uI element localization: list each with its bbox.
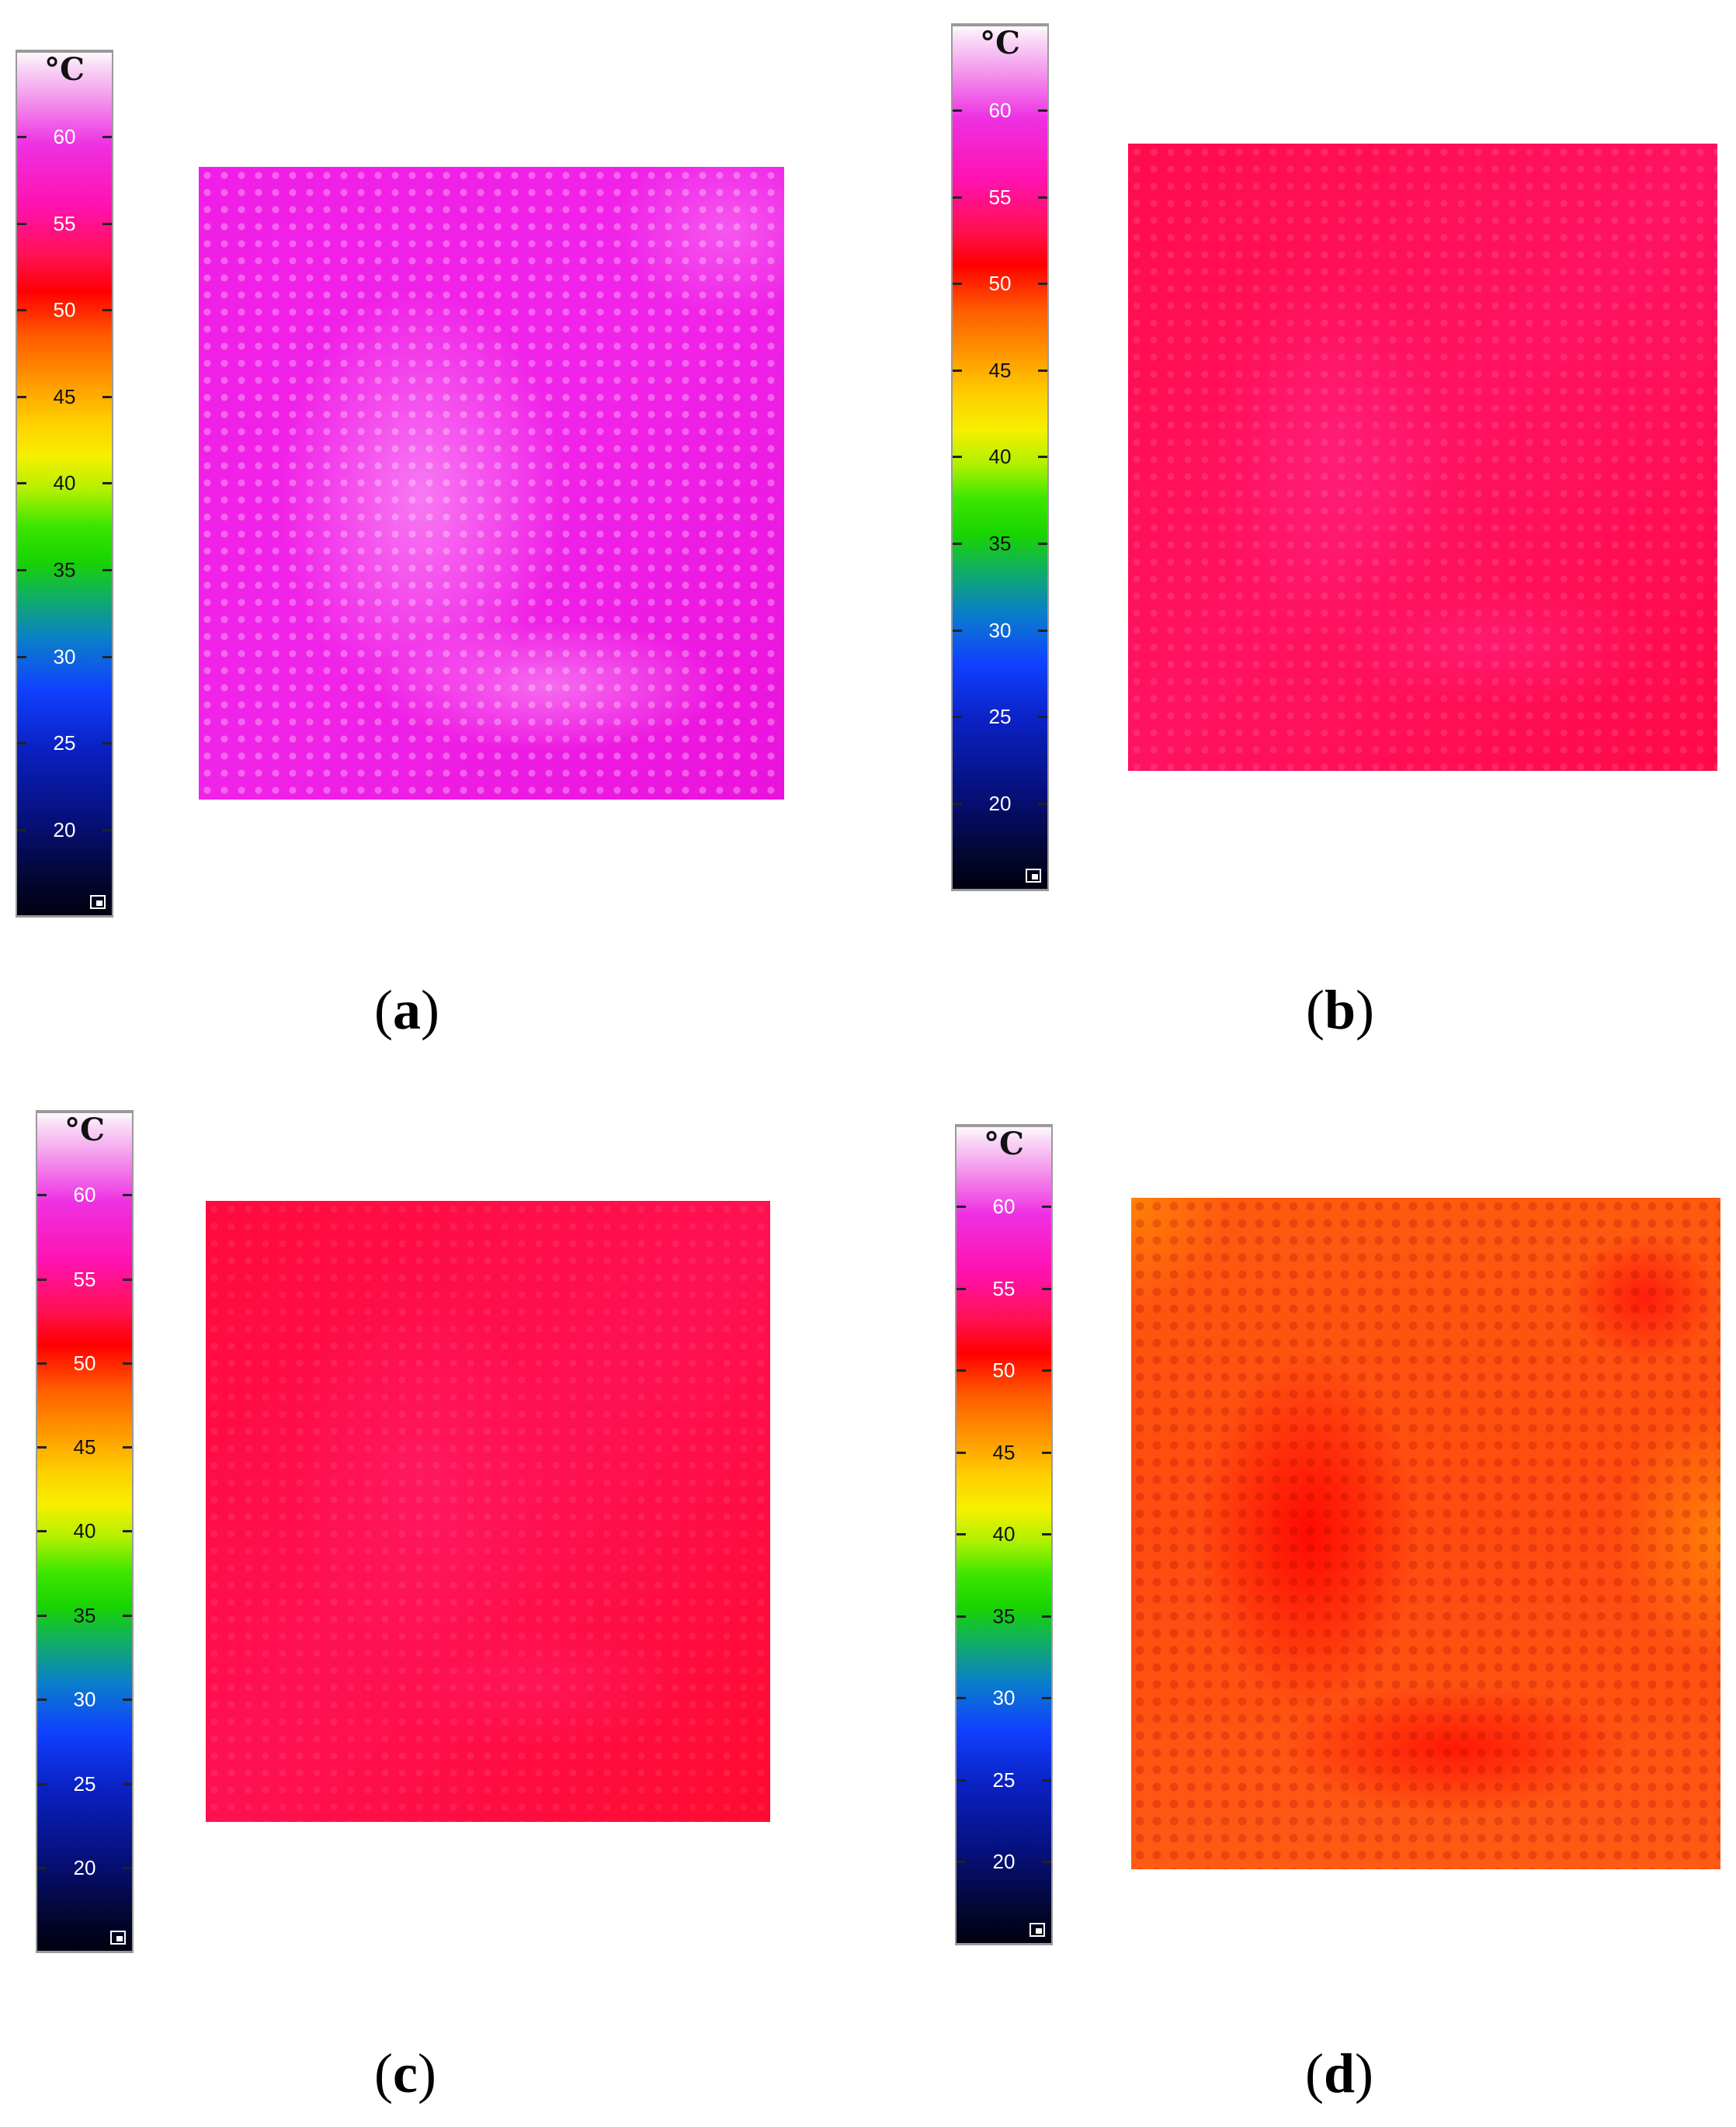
resize-corner-icon bbox=[110, 1931, 126, 1945]
resize-corner-icon bbox=[90, 895, 106, 909]
panel-caption: (b) bbox=[1305, 979, 1374, 1041]
scale-unit: °C bbox=[64, 1112, 105, 1148]
panel-caption: (a) bbox=[374, 979, 439, 1041]
thermal-image bbox=[1131, 1198, 1720, 1869]
resize-corner-icon bbox=[1029, 1923, 1045, 1937]
resize-corner-icon bbox=[1026, 869, 1041, 883]
panel-caption: (c) bbox=[374, 2042, 436, 2104]
scale-unit: °C bbox=[44, 51, 85, 88]
thermal-image bbox=[1128, 144, 1717, 771]
thermal-image bbox=[206, 1201, 770, 1822]
scale-unit: °C bbox=[984, 1126, 1024, 1162]
color-scale-bar: °C 60 55 50 45 40 35 30 25 20 bbox=[16, 50, 113, 918]
thermal-image bbox=[199, 167, 784, 800]
scale-unit: °C bbox=[980, 25, 1020, 61]
color-scale-bar: °C 60 55 50 45 40 35 30 25 20 bbox=[36, 1110, 134, 1953]
color-scale-bar: °C 60 55 50 45 40 35 30 25 20 bbox=[955, 1124, 1053, 1945]
panel-caption: (d) bbox=[1304, 2042, 1373, 2104]
color-scale-bar: °C 60 55 50 45 40 35 30 25 20 bbox=[951, 23, 1049, 891]
